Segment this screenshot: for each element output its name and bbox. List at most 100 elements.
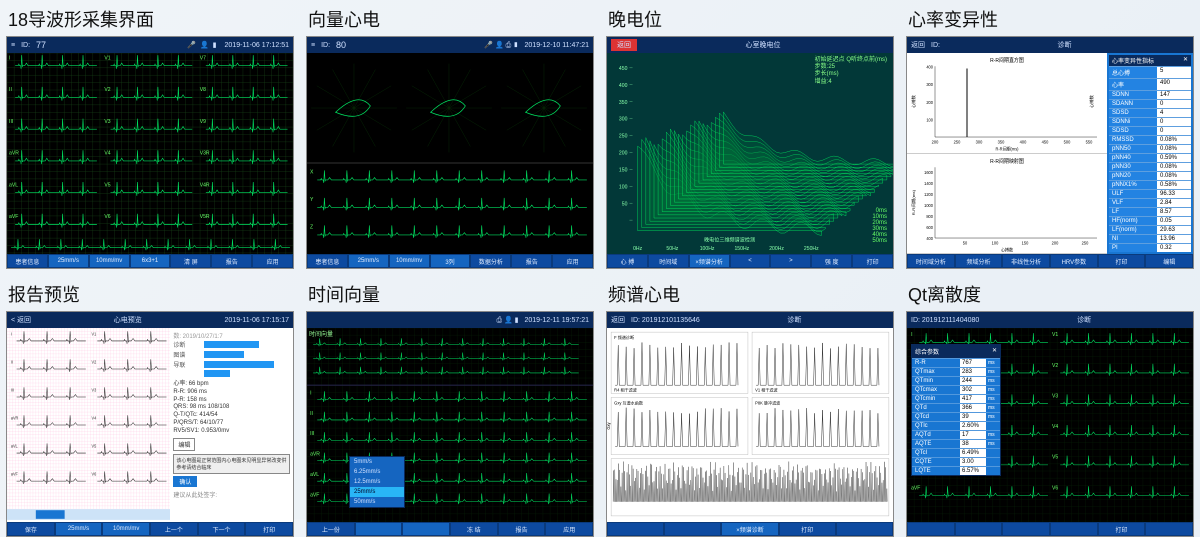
btn-layout[interactable]: 6x3+1 [131,255,170,267]
speed-option[interactable]: 25mm/s [350,487,404,497]
btn-speed[interactable]: 25mm/s [49,255,88,267]
title: 诊断 [787,315,801,325]
hrv-metric-row: ULF96.33 [1109,189,1191,198]
heart-rate: 77 [36,40,46,50]
speed-option[interactable]: 6.25mm/s [350,467,404,477]
svg-text:150: 150 [1022,240,1029,245]
btn-report[interactable]: 报告 [212,255,251,267]
btn-b0[interactable] [908,523,954,535]
speed-option[interactable]: 5mm/s [350,457,404,467]
btn-next[interactable]: 下一个 [199,523,245,535]
btn-hrv-params[interactable]: HRV参数 [1051,255,1097,267]
btn-clear[interactable]: 清 屏 [171,255,210,267]
hrv-mapping[interactable]: R-R间期映射图40060080010001200140016005010015… [907,154,1107,255]
btn-spectrum-diag[interactable]: ×频谱诊断 [722,523,777,535]
btn-patient[interactable]: 患者信息 [8,255,47,267]
btn-report[interactable]: 报告 [512,255,551,267]
spectrum-canvas[interactable]: F 频谱诊断R4 相干滤波V1 相干滤波Gxy 互谱水函数GxyP8K 脉冲滤波 [607,328,893,522]
svg-text:aVF: aVF [310,493,319,499]
btn-apply[interactable]: 应用 [253,255,292,267]
heart-rate: 80 [336,40,346,50]
btn-speed[interactable]: 25mm/s [349,255,388,267]
close-icon[interactable]: ✕ [1183,56,1188,65]
btn-freq-analysis[interactable]: 频域分析 [956,255,1002,267]
diagnosis-text: 该心电图是正常范围内心电图未见明显异常改变供参考请结合临床 [173,454,290,474]
ecg-canvas[interactable]: IIIIIIaVRaVLaVFV1V2V3V4V5V6V7V8V9V3RV4RV… [7,53,293,254]
btn-beat[interactable]: 心 搏 [608,255,647,267]
menu-icon[interactable]: ≡ [311,42,315,49]
btn-b1[interactable] [356,523,402,535]
confirm-button[interactable]: 确认 [173,476,197,487]
btn-print[interactable]: 打印 [1099,523,1145,535]
back-button[interactable]: 返回 [611,315,625,325]
btn-prev[interactable]: < [731,255,770,267]
btn-time-analysis[interactable]: 时间域分析 [908,255,954,267]
btn-b1[interactable] [956,523,1002,535]
btn-report[interactable]: 报告 [499,523,545,535]
close-icon[interactable]: ✕ [992,347,997,356]
bottom-toolbar: 心 搏 时间域 ×频谱分析 < > 强 度 打印 [607,254,893,268]
tile-title: 频谱心电 [606,281,894,307]
btn-gain[interactable]: 10mm/mv [103,523,149,535]
btn-prev[interactable]: 上一份 [308,523,354,535]
btn-time[interactable]: 时间域 [649,255,688,267]
btn-nonlinear[interactable]: 非线性分析 [1003,255,1049,267]
btn-print[interactable]: 打印 [1099,255,1145,267]
svg-text:500: 500 [1064,139,1071,144]
btn-b5[interactable] [1146,523,1192,535]
btn-edit[interactable]: 编辑 [1146,255,1192,267]
hrv-metric-row: SDANN0 [1109,99,1191,108]
btn-patient[interactable]: 患者信息 [308,255,347,267]
info-bar-row [173,370,290,377]
report-ecg-preview[interactable]: IIIIIIaVRaVLaVFV1V2V3V4V5V6 [7,328,170,522]
btn-b0[interactable] [608,523,663,535]
hrv-metric-row: LF(norm)29.63 [1109,225,1191,234]
qt-params-panel: 综合参数✕ R-R767msQTmax283msQTmin244msQTcmax… [911,344,1001,476]
qt-param-row: QTmin244ms [912,376,1000,385]
btn-apply[interactable]: 应用 [546,523,592,535]
btn-gain[interactable]: 10mm/mv [90,255,129,267]
back-button[interactable]: < 返回 [11,315,31,325]
tile-title: 报告预览 [6,281,294,307]
menu-icon[interactable]: ≡ [11,42,15,49]
id-label: ID: [931,42,940,49]
btn-b2[interactable] [1003,523,1049,535]
hrv-metrics-panel: 心率变异性指标✕ 总心搏5心率490SDNN147SDANN0SDSD4SDNN… [1107,53,1193,254]
btn-intensity[interactable]: 强 度 [812,255,851,267]
btn-b1[interactable] [665,523,720,535]
btn-apply[interactable]: 应用 [553,255,592,267]
btn-print[interactable]: 打印 [246,523,292,535]
back-button[interactable]: 返回 [911,40,925,50]
speed-option[interactable]: 12.5mm/s [350,477,404,487]
btn-b3[interactable] [1051,523,1097,535]
btn-freeze[interactable]: 冻 结 [451,523,497,535]
btn-speed[interactable]: 25mm/s [56,523,102,535]
svg-text:600: 600 [926,224,933,229]
topbar: 返回 心室晚电位 [607,37,893,53]
edit-box[interactable]: 编辑 [173,438,195,451]
btn-next[interactable]: > [771,255,810,267]
btn-gain[interactable]: 10mm/mv [390,255,429,267]
speed-option[interactable]: 50mm/s [350,497,404,507]
svg-text:II: II [11,359,13,364]
btn-print[interactable]: 打印 [780,523,835,535]
vector-canvas[interactable]: XYZ [307,53,593,254]
svg-text:200: 200 [932,139,939,144]
info-header: 数: 2019/10/27/1:7 [173,331,290,340]
svg-text:V2: V2 [104,87,110,93]
btn-b4[interactable] [837,523,892,535]
svg-text:V8: V8 [200,87,206,93]
btn-analyze[interactable]: 数据分析 [471,255,510,267]
timevector-canvas[interactable]: 时间向量 IIIIIIaVRaVLaVF 5mm/s6.25mm/s12.5mm… [307,328,593,522]
svg-text:50Hz: 50Hz [666,246,678,252]
btn-b2[interactable] [403,523,449,535]
btn-spectrum[interactable]: ×频谱分析 [690,255,729,267]
back-button[interactable]: 返回 [611,39,637,51]
btn-prev[interactable]: 上一个 [151,523,197,535]
hrv-histogram[interactable]: R-R间期直方图10020030040020025030035040045050… [907,53,1107,154]
btn-print[interactable]: 打印 [853,255,892,267]
btn-save[interactable]: 保存 [8,523,54,535]
qt-canvas[interactable]: IIIIIIaVRaVLaVFV1V2V3V4V5V6 综合参数✕ R-R767… [907,328,1193,522]
wave3d-canvas[interactable]: 450400350300250200150100500Hz50Hz100Hz15… [607,53,893,254]
btn-cols[interactable]: 3列 [431,255,470,267]
